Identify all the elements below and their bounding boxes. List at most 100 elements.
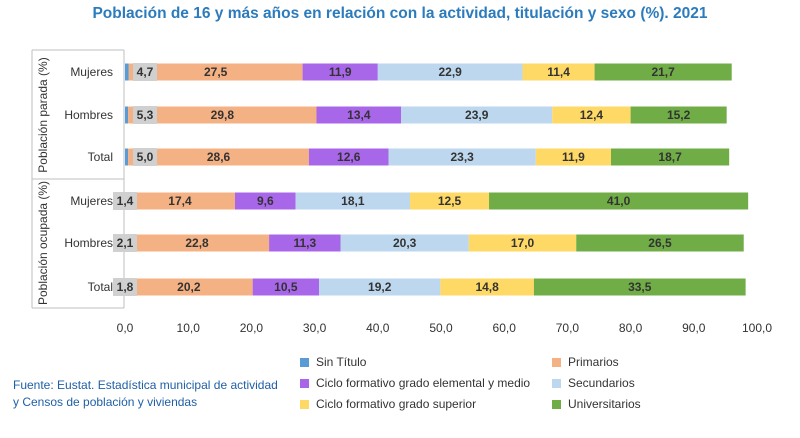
data-label: 12,6 [337,150,361,164]
data-label: 20,2 [177,280,201,294]
legend-swatch [552,378,561,388]
source-note: Fuente: Eustat. Estadística municipal de… [13,378,278,409]
bar-segment [576,234,744,252]
bar-segment [125,278,253,296]
data-label: 18,7 [658,150,682,164]
data-label: 33,5 [628,280,652,294]
group-label-ocupada: Población ocupada (%) [36,181,50,305]
data-label: 23,9 [465,108,489,122]
legend-swatch [300,378,309,388]
legend-swatch [552,357,561,367]
legend-label: Secundarios [568,376,635,390]
bar-segment [125,106,129,124]
bar-segment [630,106,727,124]
x-tick-label: 10,0 [177,321,201,335]
data-label: 11,9 [329,65,352,79]
data-label: 11,9 [562,150,585,164]
data-label: 14,8 [475,280,499,294]
data-label: 11,3 [293,236,316,250]
legend-sin-titulo: Sin Título [300,355,366,369]
data-label: 12,4 [580,108,604,122]
bar-segment [125,234,270,252]
legend-ciclo-medio: Ciclo formativo grado elemental y medio [300,376,530,390]
data-label: 18,1 [341,194,365,208]
x-tick-label: 30,0 [303,321,327,335]
x-tick-label: 100,0 [742,321,772,335]
sin-titulo-label: 1,8 [117,280,134,294]
sin-titulo-label: 1,4 [117,194,134,208]
legend-ciclo-superior: Ciclo formativo grado superior [300,397,476,411]
bar-segment [440,278,534,296]
bar-segment [377,63,523,81]
row-label: Mujeres [70,194,113,208]
sin-titulo-label-box [133,63,157,81]
bar-segment [611,148,730,166]
data-label: 17,4 [168,194,192,208]
bar-segment [128,106,317,124]
bar-segment [125,192,235,210]
legend-secundarios: Secundarios [552,376,635,390]
sin-titulo-label: 5,3 [137,108,154,122]
bar-segment [319,278,441,296]
row-label: Total [88,280,113,294]
data-label: 28,6 [207,150,231,164]
legend-label: Ciclo formativo grado elemental y medio [316,376,531,390]
bar-segment [340,234,469,252]
x-tick-label: 60,0 [493,321,517,335]
chart-title: Población de 16 y más años en relación c… [92,5,708,22]
legend-label: Ciclo formativo grado superior [316,397,477,411]
bar-segment [234,192,296,210]
bar-segment [128,148,309,166]
bar-segment [468,234,577,252]
bar-segment [252,278,320,296]
bar-segment [533,278,746,296]
sin-titulo-label-box [113,234,137,252]
row-label: Hombres [64,108,113,122]
data-label: 21,7 [651,65,675,79]
data-label: 41,0 [607,194,631,208]
x-tick-label: 0,0 [117,321,134,335]
bar-segment [489,192,749,210]
bar-segment [269,234,341,252]
bar-segment [295,192,411,210]
bar-segment [388,148,536,166]
data-label: 23,3 [450,150,474,164]
data-label: 22,9 [438,65,462,79]
sin-titulo-label-box [133,148,157,166]
legend-label: Primarios [568,355,619,369]
group-label-parada: Población parada (%) [36,57,50,172]
legend-universitarios: Universitarios [552,397,641,411]
bar-segment [308,148,389,166]
data-label: 10,5 [274,280,298,294]
bar-segment [316,106,402,124]
legend-swatch [300,357,309,367]
sin-titulo-label: 4,7 [137,65,154,79]
data-label: 11,4 [547,65,570,79]
sin-titulo-label-box [133,106,157,124]
data-label: 19,2 [368,280,392,294]
x-tick-label: 90,0 [682,321,706,335]
row-label: Total [88,150,113,164]
x-tick-label: 70,0 [556,321,580,335]
data-label: 15,2 [667,108,691,122]
sin-titulo-label-box [113,192,137,210]
data-label: 9,6 [257,194,274,208]
legend-label: Universitarios [568,397,641,411]
legend-primarios: Primarios [552,355,619,369]
sin-titulo-label-box [113,278,137,296]
bar-segment [410,192,490,210]
data-label: 17,0 [511,236,535,250]
sin-titulo-label: 2,1 [117,236,134,250]
bar-segment [552,106,631,124]
data-label: 13,4 [347,108,371,122]
data-label: 26,5 [648,236,672,250]
bar-segment [125,148,129,166]
bar-segment [128,63,303,81]
data-label: 29,8 [211,108,235,122]
data-label: 20,3 [393,236,417,250]
x-tick-label: 80,0 [619,321,643,335]
data-label: 27,5 [204,65,228,79]
bar-segment [594,63,732,81]
bar-segment [125,63,129,81]
